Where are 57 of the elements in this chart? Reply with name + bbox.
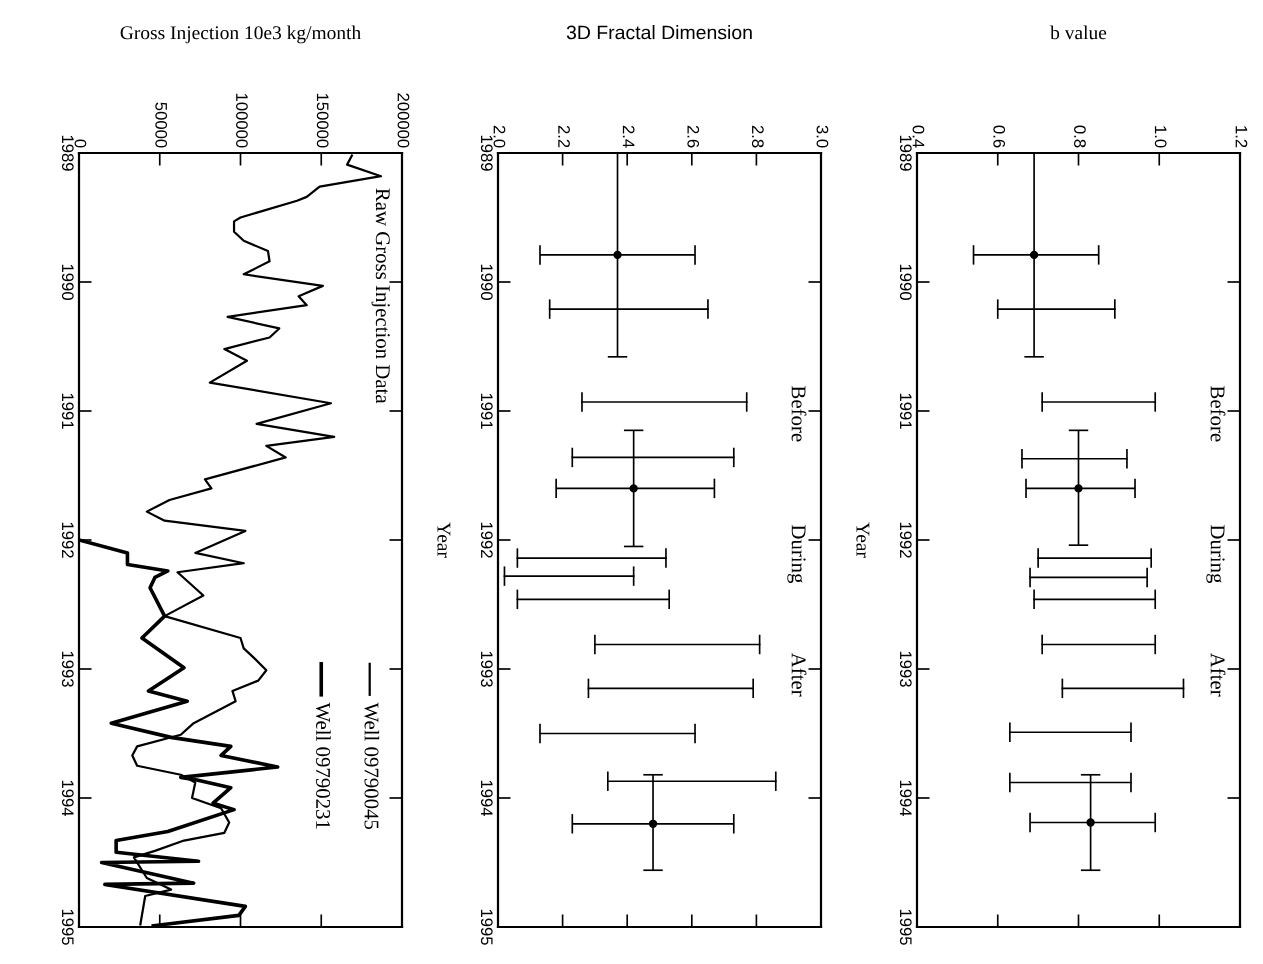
y-tick-label: 1995 xyxy=(480,909,493,945)
point xyxy=(613,250,622,260)
chart-title: Gross Injection 10e3 kg/month xyxy=(120,25,361,44)
annotation: After xyxy=(791,652,807,697)
y-tick-label: 1994 xyxy=(899,780,912,817)
y-tick-label: 1993 xyxy=(899,651,912,687)
point xyxy=(1086,818,1095,827)
annotation: Raw Gross Injection Data xyxy=(371,188,390,404)
x-tick-label: 1.2 xyxy=(1235,126,1248,148)
x-tick-label: 2.8 xyxy=(751,125,764,148)
y-tick-label: 1995 xyxy=(61,909,74,945)
x-tick-label: 2.2 xyxy=(558,125,570,148)
y-tick-label: 1991 xyxy=(899,393,912,429)
annotation: During xyxy=(787,525,806,584)
point xyxy=(629,484,638,493)
y-tick-label: 1991 xyxy=(61,393,74,429)
x-tick-label: 2.4 xyxy=(622,125,635,148)
annotation: Before xyxy=(791,386,807,442)
y-tick-label: 1994 xyxy=(480,780,493,817)
y-tick-label: 1991 xyxy=(480,393,493,429)
point xyxy=(648,819,658,828)
point xyxy=(1029,250,1039,260)
legend-label: Well 09790231 xyxy=(315,702,331,829)
y-tick-label: 1992 xyxy=(899,522,912,558)
x-tick-label: 0.8 xyxy=(1074,125,1086,148)
x-tick-label: 200000 xyxy=(397,93,410,148)
x-tick-label: 3.0 xyxy=(816,125,829,148)
y-tick-label: 1993 xyxy=(61,651,74,687)
legend-label: Well 09790045 xyxy=(364,702,380,830)
y-tick-label: 1993 xyxy=(480,651,493,687)
x-tick-label: 100000 xyxy=(236,93,248,148)
y-tick-label: 1989 xyxy=(61,135,74,171)
x-tick-label: 150000 xyxy=(316,93,329,148)
x-tick-label: 50000 xyxy=(155,102,168,148)
y-axis-title: Year xyxy=(856,522,870,558)
y-tick-label: 1994 xyxy=(61,780,74,817)
x-tick-label: 2.6 xyxy=(687,125,700,148)
x-tick-label: 0.4 xyxy=(912,125,925,148)
y-axis-title: Year xyxy=(437,522,451,558)
annotation: During xyxy=(1206,525,1225,584)
chart-title: b value xyxy=(1050,25,1107,40)
point xyxy=(1074,484,1083,493)
y-tick-label: 1992 xyxy=(480,522,493,558)
x-tick-label: 2.0 xyxy=(493,125,506,148)
y-tick-label: 1990 xyxy=(899,264,912,300)
x-tick-label: 0.6 xyxy=(993,125,1006,148)
chart-title: 3D Fractal Dimension xyxy=(566,25,752,40)
y-tick-label: 1995 xyxy=(899,909,912,945)
annotation: Before xyxy=(1210,386,1226,442)
x-tick-label: 0 xyxy=(74,139,87,148)
y-tick-label: 1989 xyxy=(480,135,493,171)
y-tick-label: 1990 xyxy=(480,264,493,300)
y-tick-label: 1992 xyxy=(61,522,74,558)
y-tick-label: 1990 xyxy=(61,264,74,300)
y-tick-label: 1989 xyxy=(899,135,912,171)
annotation: After xyxy=(1210,652,1226,697)
x-tick-label: 1.0 xyxy=(1154,126,1167,148)
